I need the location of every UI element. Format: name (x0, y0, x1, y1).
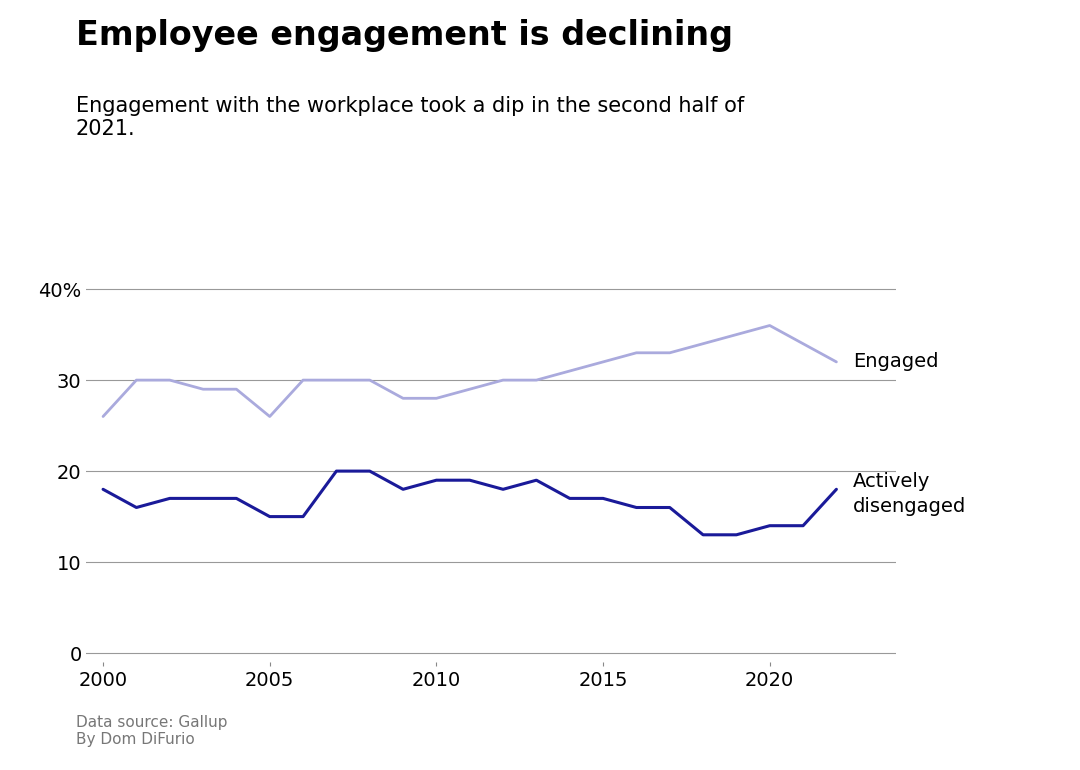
Text: Actively
disengaged: Actively disengaged (853, 472, 967, 516)
Text: Employee engagement is declining: Employee engagement is declining (76, 19, 732, 52)
Text: Data source: Gallup
By Dom DiFurio: Data source: Gallup By Dom DiFurio (76, 715, 227, 747)
Text: Engagement with the workplace took a dip in the second half of
2021.: Engagement with the workplace took a dip… (76, 96, 744, 139)
Text: Engaged: Engaged (853, 353, 939, 371)
